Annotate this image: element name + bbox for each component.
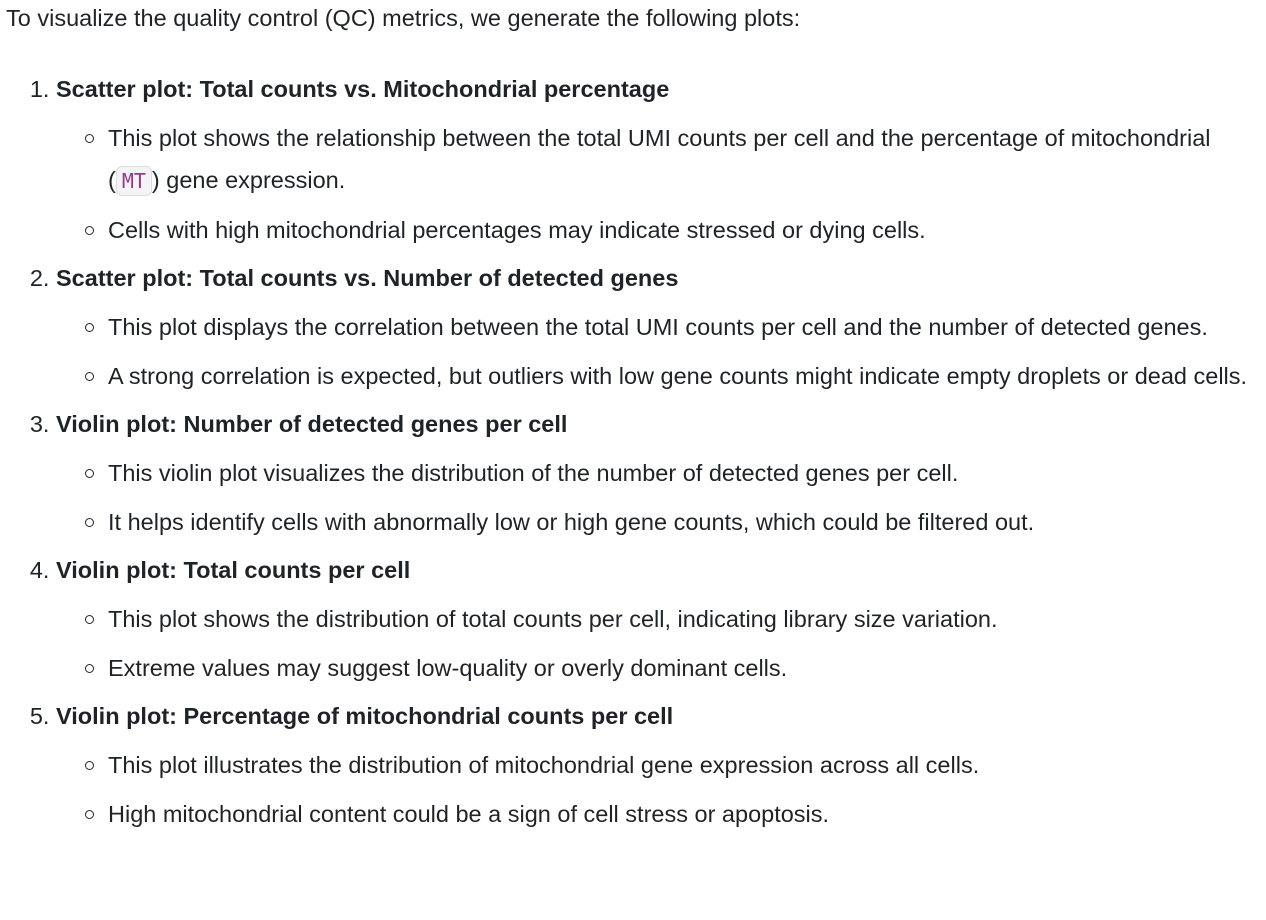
item-title: Scatter plot: Total counts vs. Number of… (56, 265, 679, 291)
sub-bullet: It helps identify cells with abnormally … (85, 501, 1261, 543)
item-title: Violin plot: Percentage of mitochondrial… (56, 703, 674, 729)
list-item: Violin plot: Percentage of mitochondrial… (56, 695, 1261, 835)
intro-paragraph: To visualize the quality control (QC) me… (6, 5, 801, 31)
sub-bullet: Extreme values may suggest low-quality o… (85, 647, 1261, 689)
list-item: Scatter plot: Total counts vs. Mitochond… (56, 68, 1261, 251)
text: ) gene expression. (151, 167, 346, 193)
item-title: Violin plot: Number of detected genes pe… (56, 411, 568, 437)
sub-bullet: High mitochondrial content could be a si… (85, 793, 1261, 835)
text: This plot shows the relationship between… (108, 125, 1211, 193)
sub-bullet: Cells with high mitochondrial percentage… (85, 209, 1261, 251)
list-item: Scatter plot: Total counts vs. Number of… (56, 257, 1261, 397)
item-title: Violin plot: Total counts per cell (56, 557, 411, 583)
sub-bullet: This plot shows the relationship between… (85, 117, 1261, 202)
list-item: Violin plot: Number of detected genes pe… (56, 403, 1261, 543)
sub-bullet: This plot displays the correlation betwe… (85, 306, 1261, 348)
sub-bullet: This plot shows the distribution of tota… (85, 598, 1261, 640)
sub-bullet: A strong correlation is expected, but ou… (85, 355, 1261, 397)
list-item: Violin plot: Total counts per cell This … (56, 549, 1261, 689)
inline-code: MT (115, 166, 152, 196)
item-title: Scatter plot: Total counts vs. Mitochond… (56, 76, 670, 102)
plot-list: Scatter plot: Total counts vs. Mitochond… (0, 68, 1261, 841)
sub-bullet: This violin plot visualizes the distribu… (85, 452, 1261, 494)
sub-bullet: This plot illustrates the distribution o… (85, 744, 1261, 786)
